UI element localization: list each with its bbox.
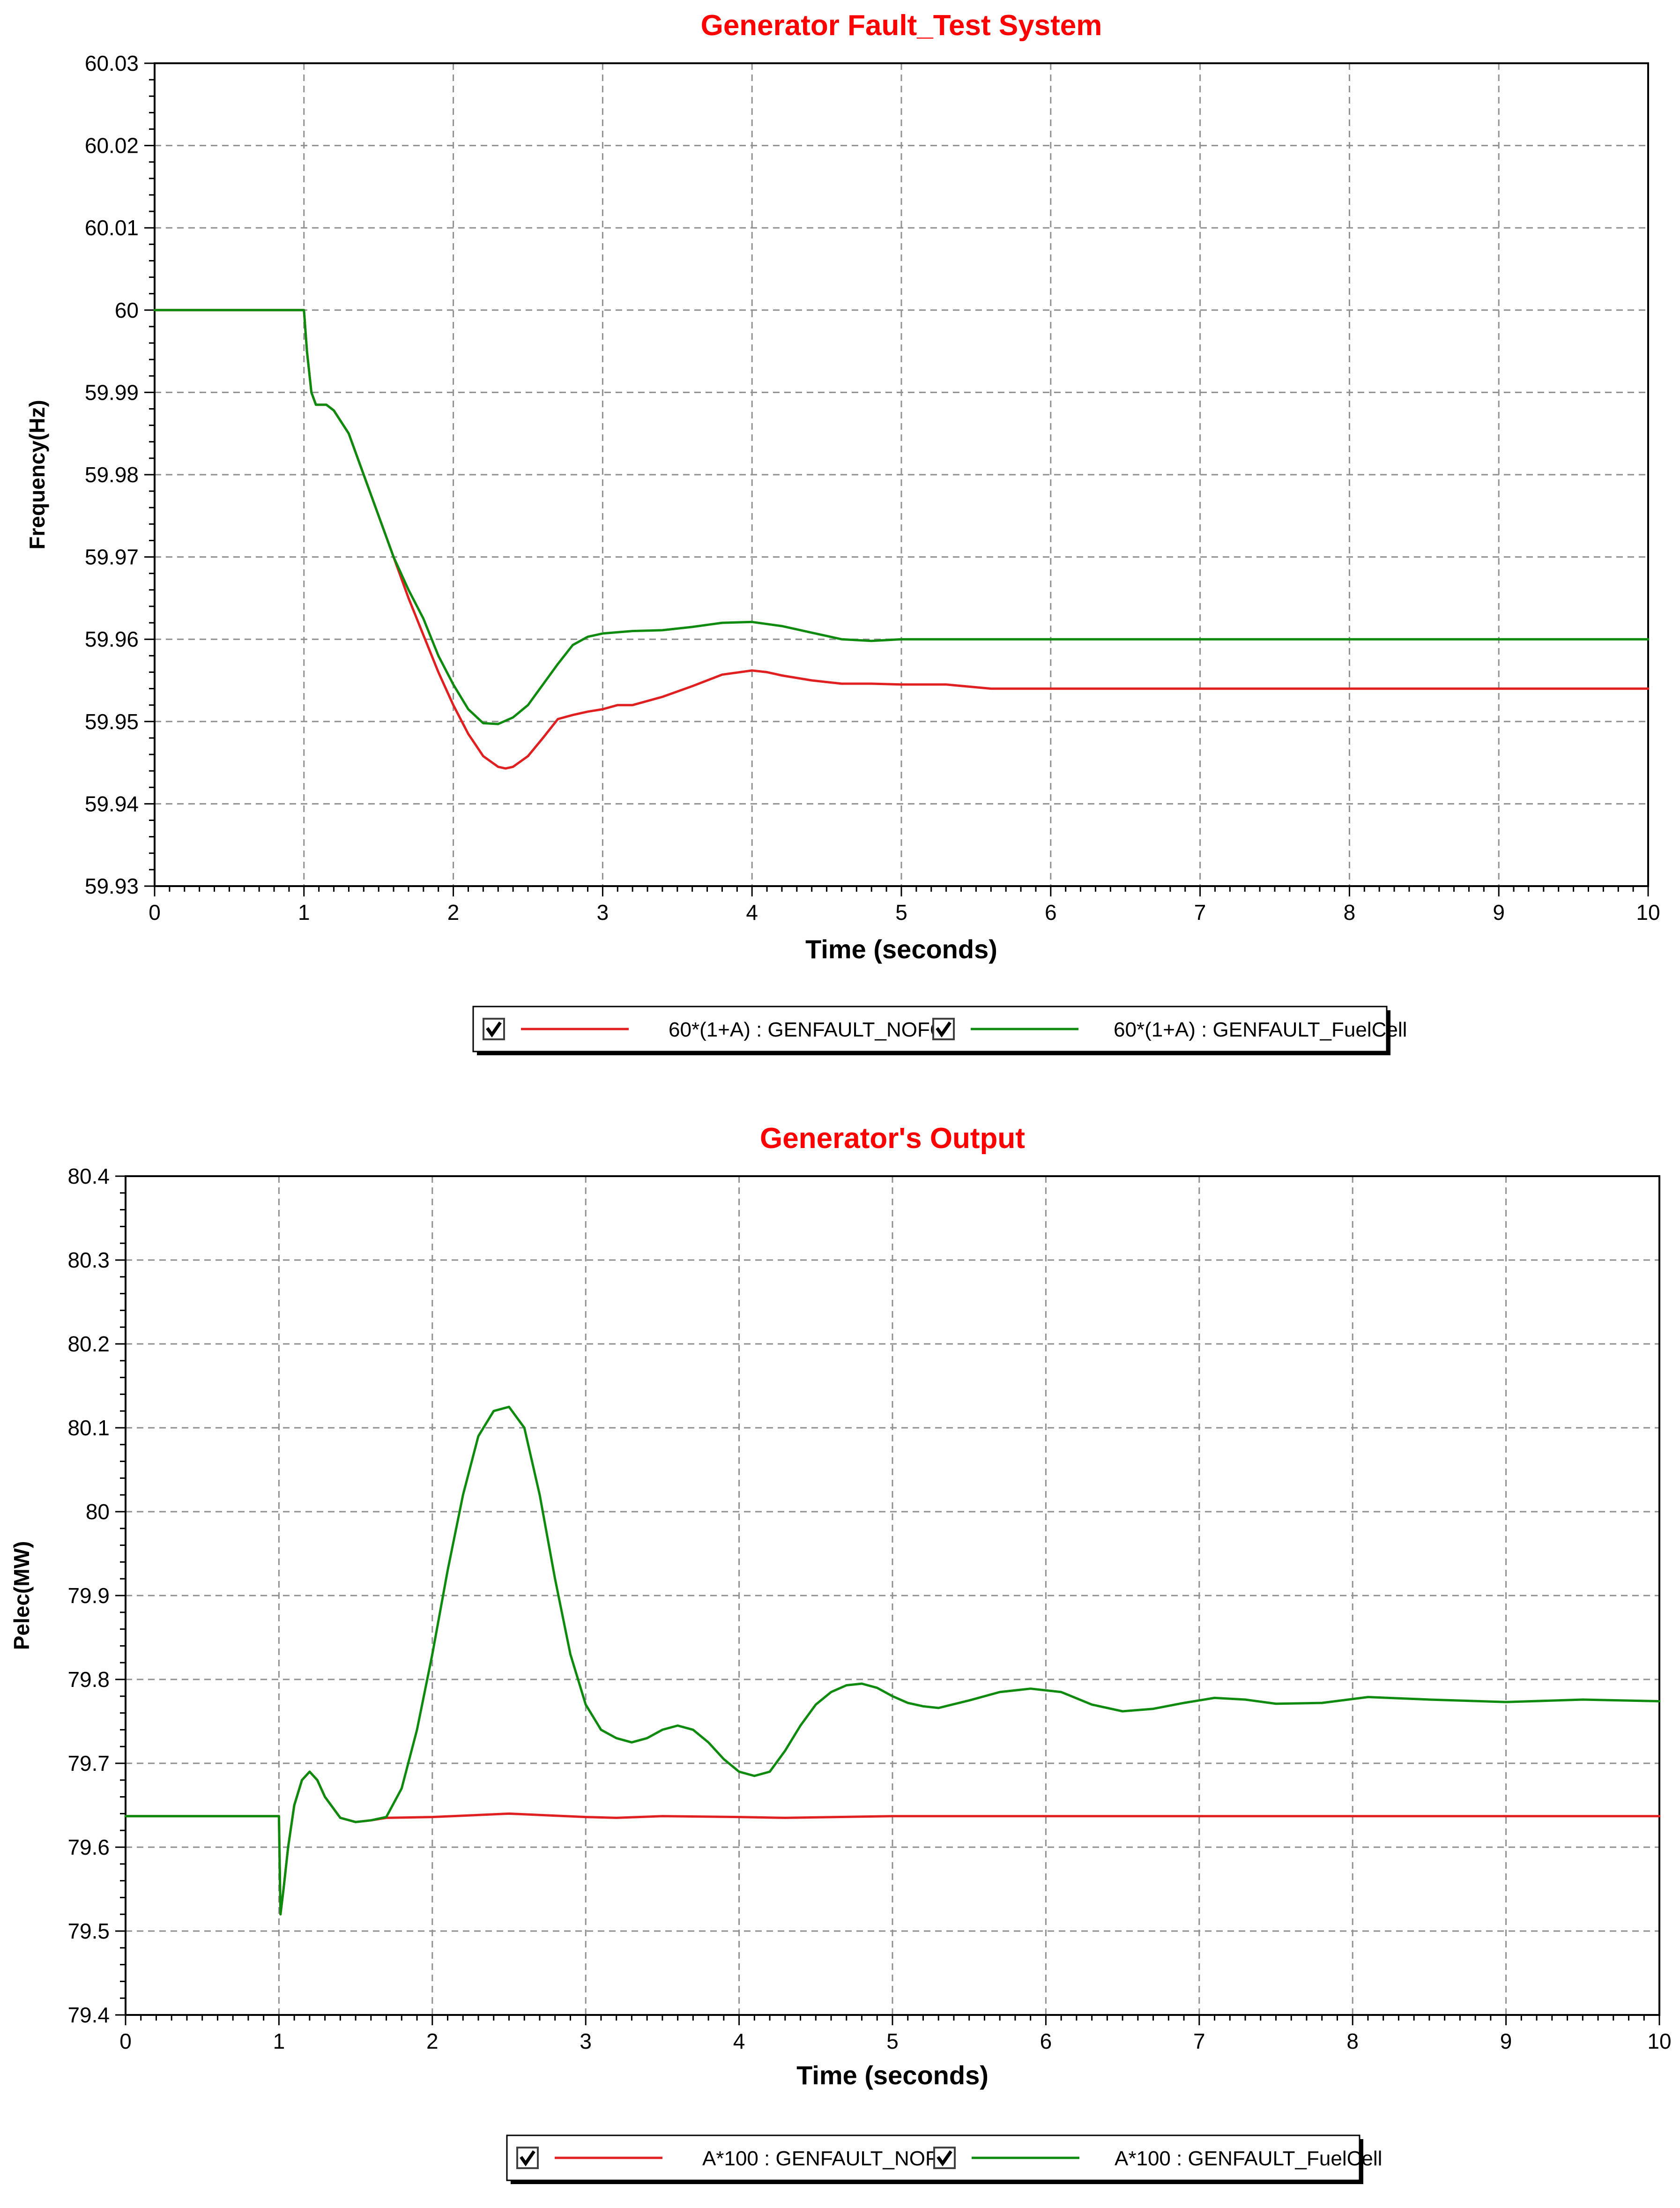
y-tick-label: 80 [86,1499,110,1524]
x-tick-label: 8 [1346,2029,1359,2053]
plot-frame [125,1175,1660,2016]
y-tick-label: 60.01 [85,216,139,240]
x-tick-label: 10 [1647,2029,1671,2053]
legend-checkbox [932,1018,955,1040]
y-axis-label: Frequency(Hz) [25,400,49,549]
y-tick-label: 80.4 [67,1164,110,1188]
y-tick-label: 59.98 [85,462,139,487]
x-tick-label: 3 [580,2029,592,2053]
x-tick-label: 10 [1636,900,1660,925]
x-tick-label: 8 [1344,900,1356,925]
y-tick-label: 79.5 [67,1919,110,1943]
y-axis-label: Pelec(MW) [9,1541,34,1650]
y-tick-label: 59.93 [85,874,139,898]
legend-checkmark-icon [936,1022,952,1038]
legend-label: A*100 : GENFAULT_FuelCell [1115,2147,1382,2170]
x-tick-label: 6 [1045,900,1057,925]
series-line-fuelcell [153,309,1650,725]
legend: A*100 : GENFAULT_NOFC A*100 : GENFAULT_Fu… [506,2134,1382,2184]
y-tick-label: 80.3 [67,1248,110,1272]
y-tick-label: 59.96 [85,627,139,651]
x-tick-label: 5 [886,2029,899,2053]
x-tick-label: 1 [273,2029,285,2053]
legend-label: 60*(1+A) : GENFAULT_NOFC [669,1018,945,1041]
x-tick-label: 9 [1493,900,1505,925]
x-tick-label: 4 [733,2029,745,2053]
x-tick-label: 2 [426,2029,439,2053]
y-tick-label: 60.02 [85,134,139,158]
y-tick-label: 80.1 [67,1416,110,1440]
x-tick-label: 9 [1500,2029,1512,2053]
legend-label: 60*(1+A) : GENFAULT_FuelCell [1114,1018,1407,1041]
y-tick-label: 59.99 [85,380,139,404]
x-tick-label: 3 [597,900,609,925]
y-tick-label: 59.95 [85,709,139,734]
series-line-fuelcell [124,1405,1661,1916]
legend-label: A*100 : GENFAULT_NOFC [702,2147,953,2170]
chart-panel-2: Generator's Output 0 1 2 3 4 5 6 7 8 9 10 79.4 79.5 79… [9,1122,1672,2184]
chart-title: Generator's Output [760,1122,1025,1155]
x-tick-label: 0 [119,2029,132,2053]
chart-panel-1: Generator Fault_Test System 0 1 2 3 4 5 6 7 8 9 10 5… [25,9,1660,1055]
legend-checkmark-icon [520,2150,535,2167]
y-tick-label: 60 [115,298,139,322]
y-tick-label: 59.94 [85,791,139,816]
y-tick-label: 79.9 [67,1583,110,1608]
y-tick-label: 79.7 [67,1751,110,1775]
y-tick-label: 60.03 [85,51,139,75]
x-tick-label: 7 [1193,2029,1205,2053]
legend-checkmark-icon [486,1022,502,1038]
x-tick-label: 5 [895,900,907,925]
x-tick-label: 6 [1040,2029,1052,2053]
x-tick-label: 2 [447,900,460,925]
x-axis-label: Time (seconds) [805,934,997,964]
y-tick-label: 79.6 [67,1835,110,1859]
plot-frame [154,62,1649,887]
x-axis-label: Time (seconds) [796,2060,989,2090]
y-tick-label: 79.8 [67,1667,110,1692]
x-tick-label: 7 [1194,900,1206,925]
x-tick-label: 0 [149,900,161,925]
chart-title: Generator Fault_Test System [701,9,1102,42]
y-tick-label: 79.4 [67,2003,110,2027]
x-tick-label: 1 [298,900,310,925]
legend-checkmark-icon [937,2150,952,2167]
y-tick-label: 80.2 [67,1332,110,1356]
legend: 60*(1+A) : GENFAULT_NOFC 60*(1+A) : GENFA… [472,1006,1407,1055]
y-tick-label: 59.97 [85,545,139,569]
x-tick-label: 4 [746,900,758,925]
